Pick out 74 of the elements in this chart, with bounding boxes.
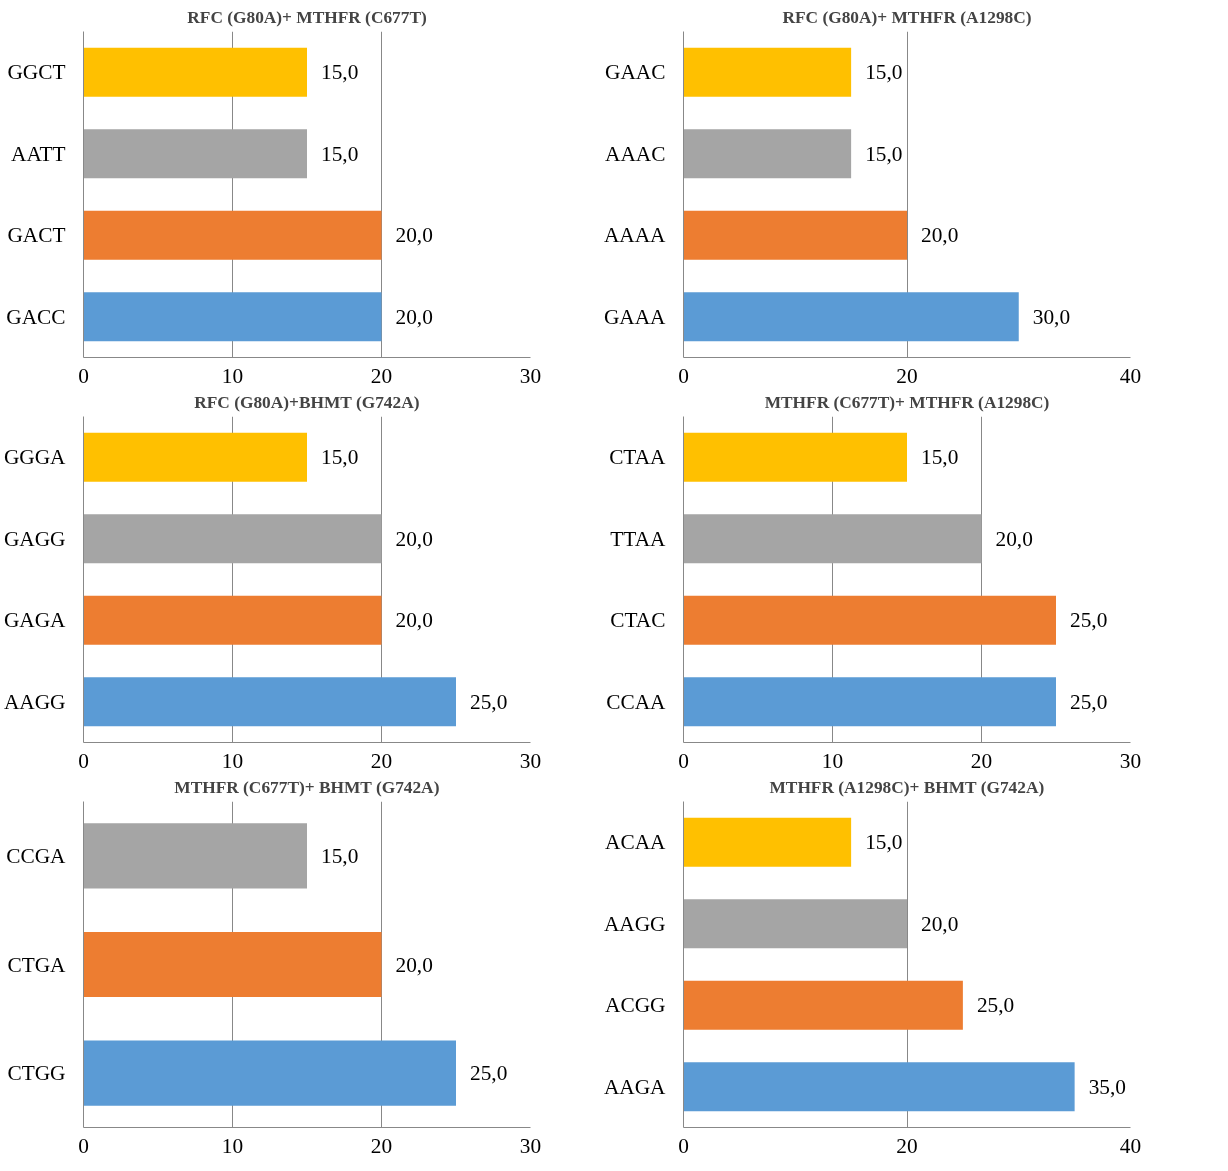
- data-label: 15,0: [321, 141, 359, 166]
- y-tick-label: ACAA: [605, 830, 667, 855]
- x-tick-label: 40: [1119, 363, 1142, 388]
- chart-title: MTHFR (C677T)+ BHMT (G742A): [174, 777, 440, 797]
- x-tick-label: 30: [1119, 748, 1142, 773]
- data-label: 15,0: [865, 141, 903, 166]
- chart-title: RFC (G80A)+ MTHFR (A1298C): [782, 7, 1032, 27]
- data-label: 25,0: [976, 993, 1015, 1018]
- y-tick-label: AAGA: [603, 1074, 667, 1099]
- x-tick-label: 30: [519, 1133, 542, 1158]
- x-tick-label: 20: [896, 1133, 918, 1158]
- data-label: 25,0: [1070, 608, 1108, 633]
- y-tick-label: AATT: [11, 141, 66, 166]
- data-label: 20,0: [395, 304, 433, 329]
- data-label: 15,0: [865, 830, 903, 855]
- data-label: 20,0: [921, 223, 959, 248]
- data-label: 15,0: [865, 60, 903, 85]
- x-tick-label: 0: [678, 363, 689, 388]
- y-tick-label: CTAA: [609, 445, 667, 470]
- x-tick-label: 10: [221, 363, 244, 388]
- y-tick-label: CCGA: [6, 843, 67, 868]
- x-tick-label: 40: [1119, 1133, 1142, 1158]
- y-tick-label: AAAC: [605, 141, 666, 166]
- data-label: 20,0: [995, 526, 1033, 551]
- data-label: 25,0: [470, 1061, 508, 1086]
- y-tick-label: GGGA: [3, 445, 67, 470]
- y-tick-label: GAGG: [3, 526, 66, 551]
- x-tick-label: 0: [78, 1133, 89, 1158]
- data-label: 35,0: [1088, 1074, 1126, 1099]
- x-tick-label: 30: [519, 363, 542, 388]
- y-tick-label: CTGG: [7, 1061, 66, 1086]
- y-tick-label: CTGA: [7, 952, 67, 977]
- x-tick-label: 0: [678, 1133, 689, 1158]
- y-tick-label: GACC: [6, 304, 66, 329]
- x-tick-label: 10: [221, 1133, 244, 1158]
- x-tick-label: 20: [370, 363, 393, 388]
- x-tick-label: 10: [221, 748, 244, 773]
- y-tick-label: GAAA: [603, 304, 667, 329]
- y-tick-label: GGCT: [7, 60, 66, 85]
- y-tick-label: CCAA: [606, 689, 667, 714]
- x-tick-label: 20: [896, 363, 918, 388]
- data-label: 30,0: [1032, 304, 1071, 329]
- data-label: 15,0: [321, 445, 359, 470]
- data-label: 20,0: [395, 223, 433, 248]
- y-tick-label: GACT: [7, 223, 66, 248]
- y-tick-label: ACGG: [605, 993, 666, 1018]
- data-label: 15,0: [321, 60, 359, 85]
- data-label: 20,0: [395, 608, 433, 633]
- data-label: 20,0: [921, 911, 959, 936]
- y-tick-label: TTAA: [610, 526, 667, 551]
- data-label: 15,0: [321, 843, 359, 868]
- y-tick-label: AAGG: [3, 689, 66, 714]
- x-tick-label: 10: [821, 748, 844, 773]
- y-tick-label: GAAC: [605, 60, 666, 85]
- data-label: 20,0: [395, 952, 433, 977]
- y-tick-label: CTAC: [610, 608, 666, 633]
- data-label: 25,0: [1070, 689, 1108, 714]
- chart-title: MTHFR (A1298C)+ BHMT (G742A): [769, 777, 1045, 797]
- y-tick-label: AAAA: [603, 223, 667, 248]
- chart-title: RFC (G80A)+ MTHFR (C677T): [187, 7, 427, 27]
- data-label: 15,0: [921, 445, 959, 470]
- x-tick-label: 0: [78, 363, 89, 388]
- data-label: 20,0: [395, 526, 433, 551]
- chart-title: RFC (G80A)+BHMT (G742A): [194, 392, 420, 412]
- x-tick-label: 20: [370, 748, 393, 773]
- x-tick-label: 20: [370, 1133, 393, 1158]
- x-tick-label: 0: [78, 748, 89, 773]
- y-tick-label: AAGG: [603, 911, 666, 936]
- data-label: 25,0: [470, 689, 508, 714]
- x-tick-label: 30: [519, 748, 542, 773]
- x-tick-label: 0: [678, 748, 689, 773]
- chart-title: MTHFR (C677T)+ MTHFR (A1298C): [764, 392, 1050, 412]
- y-tick-label: GAGA: [3, 608, 67, 633]
- x-tick-label: 20: [970, 748, 993, 773]
